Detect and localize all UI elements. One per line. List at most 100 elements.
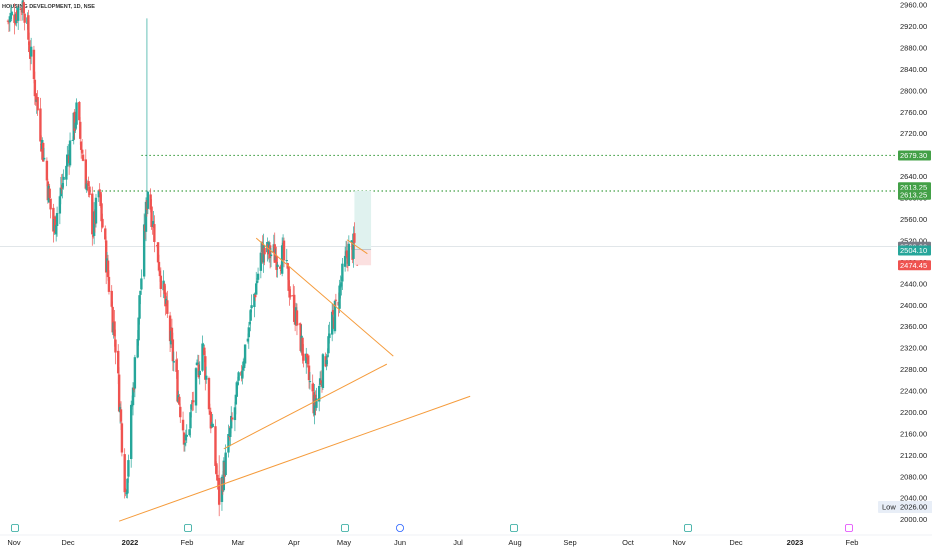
event-marker-icon[interactable]: [395, 524, 404, 533]
candle-body: [288, 289, 291, 298]
candle-body: [146, 191, 150, 209]
price-tag-label: 2504.10: [900, 246, 927, 255]
candle-body: [74, 122, 77, 129]
candle-body: [138, 295, 141, 319]
candle-body: [107, 276, 111, 292]
price-tick-label: 2760.00: [900, 108, 927, 117]
event-marker-shape: [510, 524, 518, 532]
candle-body: [326, 355, 329, 358]
event-marker-icon[interactable]: [845, 524, 853, 532]
candle-body: [269, 254, 273, 257]
candle-body: [94, 197, 98, 224]
candle-body: [113, 321, 116, 337]
flag-top-trendline[interactable]: [346, 239, 368, 255]
candle-body: [301, 337, 304, 356]
price-tick-label: 2880.00: [900, 43, 927, 52]
price-tick-label: 2400.00: [900, 301, 927, 310]
price-tick-label: 2920.00: [900, 22, 927, 31]
candle-body: [308, 381, 312, 383]
descending-resistance-trendline[interactable]: [255, 237, 394, 357]
candle-body: [71, 139, 75, 141]
candle-body: [172, 361, 175, 363]
candle-body: [114, 339, 117, 353]
candle-body: [79, 141, 83, 150]
event-marker-icon[interactable]: [11, 524, 19, 532]
candle-body: [194, 368, 198, 406]
reward-zone: [354, 190, 372, 250]
candle-body: [67, 154, 70, 156]
time-tick-label: Nov: [7, 538, 21, 547]
candle-body: [59, 187, 62, 197]
level-lines: [89, 154, 897, 192]
event-marker-icon[interactable]: [684, 524, 692, 532]
candle-body: [183, 443, 187, 445]
price-tick-label: 2360.00: [900, 322, 927, 331]
price-tick-label: 2840.00: [900, 65, 927, 74]
ascending-support-inner-trendline[interactable]: [223, 363, 388, 450]
event-marker-shape: [341, 524, 349, 532]
candle-body: [250, 305, 253, 309]
time-axis[interactable]: Nov Dec 2022 Feb Mar Apr May Jun Jul Aug Sep Oct Nov…: [0, 534, 932, 547]
trendlines[interactable]: [118, 237, 471, 522]
candle-body: [279, 266, 282, 269]
candle-body: [42, 157, 46, 160]
price-tick-label: 2160.00: [900, 429, 927, 438]
candle-body: [166, 300, 169, 314]
candle-body: [126, 478, 129, 494]
price-tick-label: 2320.00: [900, 344, 927, 353]
candle-body: [16, 7, 20, 21]
candle-body: [97, 190, 100, 198]
candle-body: [188, 429, 191, 436]
event-marker-icon[interactable]: [341, 524, 349, 532]
candle-body: [196, 362, 200, 364]
candle-body: [306, 355, 310, 365]
price-axis[interactable]: 2960.00 2920.00 2880.00 2840.00 2800.00 2760.…: [897, 0, 932, 550]
candle-body: [198, 370, 201, 375]
candle-body: [124, 489, 127, 492]
price-tag-label: 2613.25: [900, 190, 927, 199]
candle-body: [350, 240, 353, 243]
price-tick-label: 2440.00: [900, 279, 927, 288]
candle-body: [79, 121, 82, 139]
candle-body: [123, 454, 126, 493]
candle-body: [243, 344, 247, 364]
price-tick-label: 2240.00: [900, 387, 927, 396]
candle-body: [48, 188, 51, 198]
candle-body: [204, 356, 207, 380]
time-tick-label: Nov: [672, 538, 686, 547]
candle-body: [87, 181, 90, 186]
time-tick-label: Oct: [622, 538, 635, 547]
event-marker-icon[interactable]: [510, 524, 518, 532]
candle-body: [142, 224, 146, 277]
candle-body: [191, 402, 194, 404]
candle-body: [347, 243, 351, 266]
price-tick-label: 2960.00: [900, 1, 927, 10]
candle-body: [179, 406, 182, 418]
candle-body: [27, 15, 30, 40]
event-marker-shape: [845, 524, 853, 532]
ascending-support-outer-trendline[interactable]: [118, 395, 471, 522]
price-tick-label: 2280.00: [900, 365, 927, 374]
event-markers[interactable]: [11, 524, 853, 533]
candle-body: [130, 404, 134, 407]
event-marker-icon[interactable]: [184, 524, 192, 532]
candle-body: [14, 23, 17, 25]
price-tag-label: 2613.25: [900, 183, 927, 192]
candle-body: [315, 398, 318, 408]
price-tick-label: 2000.00: [900, 515, 927, 524]
candle-body: [81, 154, 85, 161]
candle-body: [230, 415, 233, 429]
risk-zone: [354, 249, 372, 266]
candle-body: [285, 260, 288, 262]
candle-body: [263, 247, 266, 255]
candles[interactable]: [6, 0, 356, 517]
candle-body: [311, 383, 314, 392]
candle-body: [68, 140, 72, 166]
price-tick-label: 2200.00: [900, 408, 927, 417]
price-tick-label: 2080.00: [900, 472, 927, 481]
price-tag-label: 2679.30: [900, 151, 927, 160]
price-tick-label: 2640.00: [900, 172, 927, 181]
candle-body: [73, 111, 76, 131]
time-tick-label: Feb: [846, 538, 859, 547]
